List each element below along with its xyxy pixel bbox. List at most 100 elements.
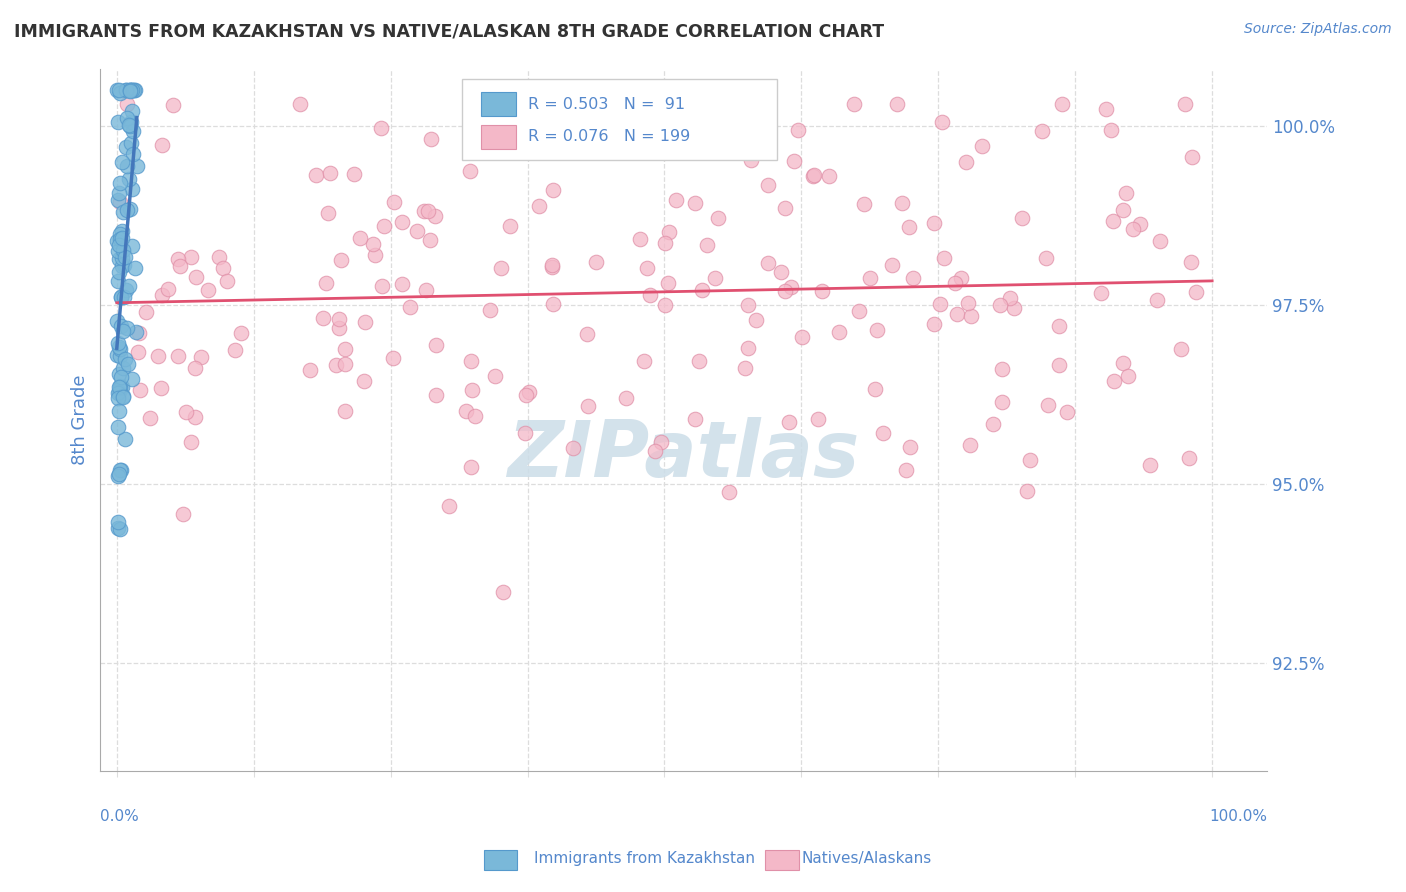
Point xyxy=(118,119,141,133)
Point xyxy=(1050,97,1073,112)
Point xyxy=(740,153,762,167)
Point xyxy=(224,343,246,357)
Point xyxy=(423,209,446,223)
Point xyxy=(955,155,977,169)
Point xyxy=(180,251,202,265)
Point xyxy=(1056,405,1078,419)
Point xyxy=(121,372,143,386)
Point xyxy=(863,382,886,396)
Point xyxy=(683,411,706,425)
Text: 0.0%: 0.0% xyxy=(100,809,139,824)
Point xyxy=(585,255,607,269)
Point xyxy=(190,350,212,364)
Point xyxy=(105,83,128,97)
Point xyxy=(1118,369,1140,384)
Point xyxy=(184,410,207,425)
Point xyxy=(121,103,143,118)
Point xyxy=(150,288,173,302)
Point xyxy=(108,252,131,266)
Text: 100.0%: 100.0% xyxy=(1209,809,1267,824)
Point xyxy=(111,224,134,238)
Point xyxy=(122,83,145,97)
Point xyxy=(783,154,806,169)
Y-axis label: 8th Grade: 8th Grade xyxy=(72,375,89,465)
Point xyxy=(811,284,834,298)
Point xyxy=(1102,374,1125,388)
Point xyxy=(932,251,955,265)
Point xyxy=(110,231,132,245)
Point xyxy=(1185,285,1208,300)
Point xyxy=(1180,255,1202,269)
Point xyxy=(773,284,796,298)
Point xyxy=(391,277,413,291)
Point xyxy=(111,155,134,169)
Point xyxy=(353,315,375,329)
Point xyxy=(638,287,661,301)
Point xyxy=(842,97,865,112)
Point xyxy=(688,354,710,368)
Point xyxy=(756,178,779,192)
Point xyxy=(665,193,688,207)
Point xyxy=(946,307,969,321)
Point xyxy=(184,361,207,376)
Point xyxy=(172,508,194,522)
Point xyxy=(1038,398,1060,412)
Point xyxy=(114,284,136,298)
Point xyxy=(107,404,129,418)
Point xyxy=(112,389,135,403)
Point xyxy=(208,250,231,264)
Point xyxy=(108,231,131,245)
Point xyxy=(1047,318,1070,333)
Point xyxy=(541,258,564,272)
FancyBboxPatch shape xyxy=(463,79,778,160)
Point xyxy=(121,182,143,196)
Point xyxy=(333,404,356,418)
Point xyxy=(773,202,796,216)
Point xyxy=(898,440,921,454)
Point xyxy=(105,348,128,362)
Point xyxy=(110,343,132,357)
Point xyxy=(956,296,979,310)
Point xyxy=(364,248,387,262)
Point xyxy=(562,441,585,455)
Point xyxy=(478,302,501,317)
Point xyxy=(108,380,131,394)
Point xyxy=(135,305,157,319)
Point xyxy=(484,368,506,383)
Point xyxy=(419,233,441,247)
Point xyxy=(807,412,830,426)
Point xyxy=(1129,217,1152,231)
Point xyxy=(343,167,366,181)
Point xyxy=(494,101,516,115)
Point xyxy=(770,265,793,279)
Point xyxy=(370,120,392,135)
Point xyxy=(108,227,131,242)
Point xyxy=(288,97,311,112)
Point xyxy=(872,425,894,440)
Point xyxy=(650,435,672,450)
Point xyxy=(848,304,870,318)
Point xyxy=(943,276,966,290)
Point xyxy=(128,383,150,397)
Point xyxy=(311,311,333,326)
Point xyxy=(115,139,138,153)
Point xyxy=(108,186,131,200)
Point xyxy=(1146,293,1168,307)
Point xyxy=(139,411,162,425)
Point xyxy=(903,271,925,285)
Point xyxy=(107,420,129,434)
Point xyxy=(633,354,655,368)
Point xyxy=(460,383,482,397)
Point xyxy=(492,584,515,599)
Point xyxy=(950,271,973,285)
Point xyxy=(828,325,851,339)
Point xyxy=(110,176,132,190)
Point xyxy=(107,469,129,483)
Point xyxy=(305,168,328,182)
Point xyxy=(413,203,436,218)
Point xyxy=(107,521,129,535)
Point xyxy=(998,291,1021,305)
Point xyxy=(167,252,190,267)
Point xyxy=(108,463,131,477)
Point xyxy=(111,251,134,265)
